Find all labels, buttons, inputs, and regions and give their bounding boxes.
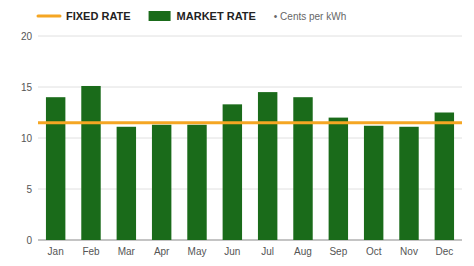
legend-label: FIXED RATE xyxy=(66,10,131,22)
grid-line xyxy=(38,240,462,241)
y-tick-label: 20 xyxy=(21,31,33,42)
x-tick-label: Apr xyxy=(154,246,170,257)
x-axis-line xyxy=(38,240,462,241)
bar xyxy=(81,86,100,240)
bar xyxy=(187,125,206,240)
bar xyxy=(117,127,136,240)
legend-label: MARKET RATE xyxy=(177,10,256,22)
x-tick-label: Jul xyxy=(261,246,274,257)
x-tick-label: Sep xyxy=(329,246,347,257)
x-tick-label: May xyxy=(188,246,207,257)
grid-line xyxy=(38,189,462,190)
x-tick-label: Dec xyxy=(435,246,453,257)
x-tick-label: Aug xyxy=(294,246,312,257)
grid-line xyxy=(38,36,462,37)
bar xyxy=(152,125,171,240)
bar xyxy=(258,92,277,240)
bar xyxy=(364,126,383,240)
bar xyxy=(293,97,312,240)
legend-swatch xyxy=(38,15,60,18)
bar xyxy=(223,104,242,240)
bar xyxy=(329,118,348,240)
x-tick-label: Nov xyxy=(400,246,418,257)
grid-line xyxy=(38,87,462,88)
legend-swatch xyxy=(149,11,171,21)
grid-line xyxy=(38,138,462,139)
fixed-rate-line xyxy=(38,121,462,124)
subtitle: • Cents per kWh xyxy=(274,11,346,22)
x-tick-label: Oct xyxy=(366,246,382,257)
bar xyxy=(435,113,454,241)
plot-marks xyxy=(38,86,462,240)
bar xyxy=(46,97,65,240)
x-tick-label: Jun xyxy=(224,246,240,257)
x-tick-label: Jan xyxy=(48,246,64,257)
x-tick-label: Mar xyxy=(118,246,136,257)
y-tick-label: 0 xyxy=(26,235,32,246)
x-tick-label: Feb xyxy=(82,246,100,257)
y-tick-label: 10 xyxy=(21,133,33,144)
y-tick-label: 15 xyxy=(21,82,33,93)
bar xyxy=(399,127,418,240)
y-tick-label: 5 xyxy=(26,184,32,195)
